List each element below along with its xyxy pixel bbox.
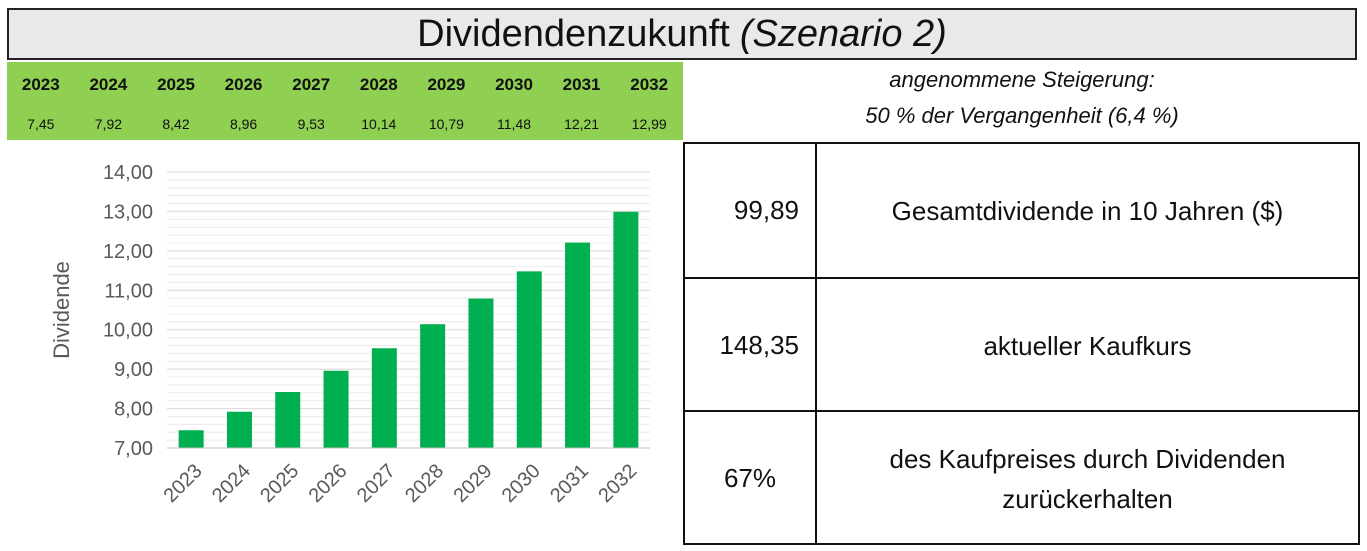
bar [565,242,591,448]
x-tick-label: 2032 [594,460,641,507]
dividend-value-cell: 10,79 [428,116,464,132]
y-tick-label: 12,00 [103,241,153,263]
bar [323,370,349,448]
dividend-value-cell: 10,14 [361,116,397,132]
x-tick-label: 2031 [546,460,593,507]
dividend-year-table: 2023 2024 2025 2026 2027 2028 2029 2030 … [7,62,683,140]
payback-label-line-1: des Kaufpreises durch Dividenden [889,443,1286,474]
payback-label-line-2: zurückerhalten [1002,483,1173,514]
summary-row-total: 99,89 Gesamtdividende in 10 Jahren ($) [685,144,1358,277]
payback-percent-label: des Kaufpreises durch Dividenden zurücke… [817,412,1358,545]
page-title: Dividendenzukunft [417,12,730,55]
total-dividend-value: 99,89 [685,144,817,277]
purchase-price-value: 148,35 [685,279,817,412]
year-cell: 2029 [427,75,466,94]
dividend-value-cell: 7,45 [27,116,55,132]
bar [275,392,301,448]
summary-table: 99,89 Gesamtdividende in 10 Jahren ($) 1… [683,142,1360,545]
bar [371,348,397,448]
assumption-line-2: 50 % der Vergangenheit (6,4 %) [865,103,1179,128]
purchase-price-label: aktueller Kaufkurs [983,330,1192,361]
growth-assumption: angenommene Steigerung: 50 % der Vergang… [686,62,1358,140]
x-tick-label: 2030 [498,460,545,507]
payback-percent-value: 67% [685,412,817,545]
year-cell: 2027 [292,75,331,94]
year-cell: 2023 [21,75,60,94]
dividend-value-cell: 8,42 [162,116,190,132]
dividend-value-cell: 12,21 [564,116,600,132]
dividend-value-cell: 8,96 [229,116,258,132]
y-tick-label: 8,00 [114,399,153,421]
summary-row-percent: 67% des Kaufpreises durch Dividenden zur… [685,410,1358,545]
x-tick-label: 2026 [305,460,352,507]
y-tick-label: 10,00 [103,320,153,342]
dividend-value-cell: 12,99 [631,116,667,132]
x-tick-label: 2025 [256,460,303,507]
x-tick-label: 2028 [401,460,448,507]
page-title-scenario: (Szenario 2) [739,12,947,55]
title-bar: Dividendenzukunft (Szenario 2) [7,8,1357,60]
x-tick-label: 2024 [208,460,255,507]
y-tick-label: 14,00 [103,162,153,184]
x-tick-label: 2029 [449,460,496,507]
dividend-chart: 7,00 8,00 9,00 10,00 11,00 12,00 13,00 14,00 Div… [7,142,679,542]
y-tick-label: 13,00 [103,201,153,223]
year-cell: 2030 [495,75,533,94]
total-dividend-label: Gesamtdividende in 10 Jahren ($) [891,195,1284,226]
assumption-line-1: angenommene Steigerung: [889,67,1155,92]
bar [226,411,252,448]
dividend-chart-svg: 7,00 8,00 9,00 10,00 11,00 12,00 13,00 14,00 Div… [49,162,650,507]
y-tick-label: 11,00 [104,280,153,302]
dividend-value-cell: 9,53 [297,116,325,132]
year-cell: 2031 [562,75,601,94]
year-cell: 2028 [359,75,398,94]
bar [420,324,446,448]
x-tick-label: 2023 [160,460,207,507]
y-axis-label: Dividende [49,261,74,359]
summary-row-price: 148,35 aktueller Kaufkurs [685,277,1358,412]
bar [613,211,639,448]
year-cell: 2024 [89,75,128,94]
bar [178,430,204,448]
year-cell: 2026 [224,75,263,94]
bar [516,271,542,448]
y-tick-label: 7,00 [114,438,153,460]
x-tick-label: 2027 [353,460,400,507]
bar [468,298,494,448]
year-cell: 2025 [157,75,195,94]
y-tick-label: 9,00 [114,359,153,381]
year-cell: 2032 [630,75,669,94]
dividend-value-cell: 11,48 [496,116,531,132]
dividend-value-cell: 7,92 [94,116,123,132]
